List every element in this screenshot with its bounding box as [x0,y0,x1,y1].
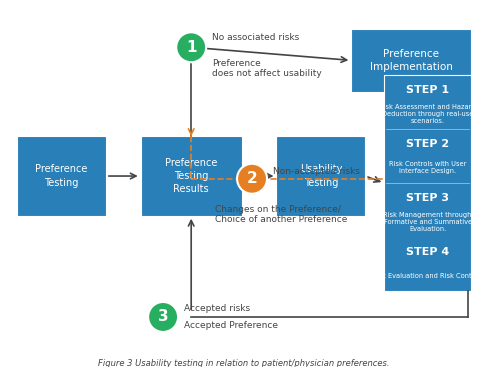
Text: Preference
Testing: Preference Testing [36,164,88,188]
Text: Usability
Testing: Usability Testing [300,164,342,188]
Text: Risk Management through
Formative and Summative
Evaluation.: Risk Management through Formative and Su… [384,212,472,232]
Text: STEP 3: STEP 3 [406,193,449,203]
Text: STEP 2: STEP 2 [406,139,449,149]
Circle shape [176,32,206,62]
FancyBboxPatch shape [276,136,366,216]
Text: 3: 3 [158,309,168,324]
Text: Risk Controls with User
Interface Design.: Risk Controls with User Interface Design… [389,161,466,174]
FancyBboxPatch shape [352,29,471,92]
Text: Risk Evaluation and Risk Control.: Risk Evaluation and Risk Control. [372,273,483,279]
Text: Accepted Preference: Accepted Preference [184,321,278,330]
Text: No associated risks: No associated risks [212,33,299,43]
Text: Accepted risks: Accepted risks [184,304,250,313]
FancyBboxPatch shape [17,136,106,216]
Circle shape [237,164,267,194]
Text: Figure 3 Usability testing in relation to patient/physician preferences.: Figure 3 Usability testing in relation t… [98,359,390,367]
Text: Risk Assessment and Hazard
Deduction through real-use
scenarios.: Risk Assessment and Hazard Deduction thr… [380,104,476,124]
FancyBboxPatch shape [140,136,242,216]
Text: STEP 4: STEP 4 [406,247,450,257]
Text: Changes on the Preference/
Choice of another Preference: Changes on the Preference/ Choice of ano… [214,205,347,224]
FancyBboxPatch shape [384,75,471,291]
Text: Preference
Implementation: Preference Implementation [370,49,452,72]
Text: Preference
does not affect usability: Preference does not affect usability [212,58,322,78]
Text: Preference
Testing
Results: Preference Testing Results [165,158,218,194]
Text: 1: 1 [186,40,196,55]
Text: STEP 1: STEP 1 [406,86,449,95]
Text: 2: 2 [246,171,258,186]
Circle shape [148,302,178,332]
Text: Non-accepted risks: Non-accepted risks [272,167,360,176]
